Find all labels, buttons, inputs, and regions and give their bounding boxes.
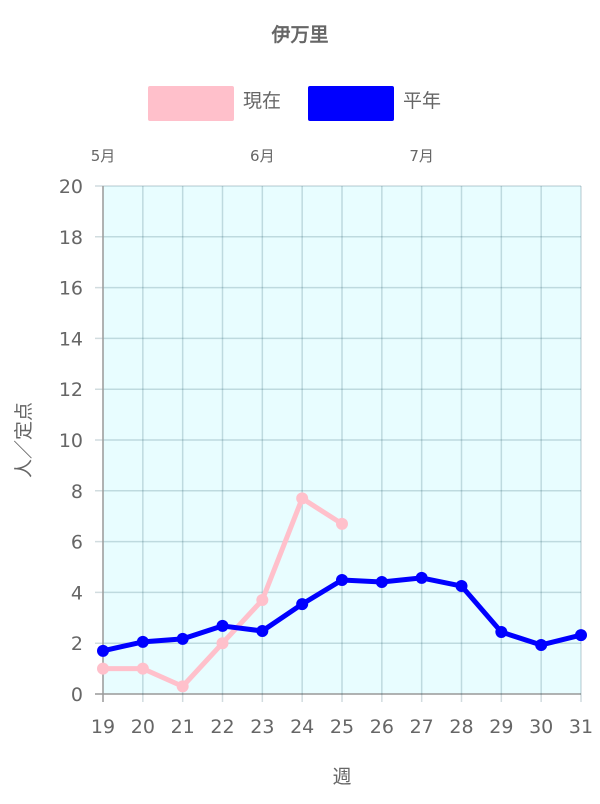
data-point [256,594,269,607]
y-tick-label: 20 [59,176,83,198]
y-tick-label: 4 [71,582,83,604]
x-tick-label: 20 [131,716,155,738]
month-label: 7月 [409,147,434,165]
series-lines [97,492,587,693]
data-point [136,662,149,675]
y-tick-label: 6 [71,532,83,554]
y-tick-label: 10 [59,430,83,452]
x-tick-label: 22 [210,716,234,738]
data-point [415,571,428,584]
x-tick-label: 19 [91,716,115,738]
month-label: 5月 [91,147,116,165]
data-point [535,638,548,651]
month-labels: 5月 6月 7月 [91,147,434,165]
data-point [495,626,508,639]
data-point [256,625,269,638]
plot-area [103,186,581,694]
x-tick-label: 28 [449,716,473,738]
y-tick-label: 12 [59,379,83,401]
legend-label-current: 現在 [243,90,281,112]
x-tick-label: 25 [330,716,354,738]
series-current [97,492,348,693]
y-tick-label: 14 [59,328,83,350]
y-tick-label: 18 [59,227,83,249]
x-tick-label: 29 [489,716,513,738]
legend-item-current[interactable]: 現在 [148,86,281,121]
data-point [216,619,229,632]
data-point [455,580,468,593]
series-normal [97,571,587,657]
data-point [575,629,587,642]
y-tick-label: 0 [71,684,83,706]
data-point [97,662,109,675]
y-tick-label: 2 [71,633,83,655]
y-tick-label: 16 [59,278,83,300]
x-tick-label: 24 [290,716,314,738]
x-tick-label: 21 [171,716,195,738]
data-point [176,680,189,693]
legend-swatch-normal [308,86,394,121]
x-axis-label: 週 [332,766,351,788]
data-point [375,575,388,588]
month-label: 6月 [250,147,275,165]
legend-swatch-current [148,86,234,121]
legend-item-normal[interactable]: 平年 [308,86,441,121]
data-point [336,573,348,586]
x-tick-label: 26 [370,716,394,738]
data-point [216,637,229,650]
y-axis-label: 人／定点 [13,402,35,478]
grid [95,185,582,702]
x-tick-label: 27 [410,716,434,738]
data-point [136,635,149,648]
data-point [336,517,348,530]
data-point [97,644,109,657]
data-point [296,492,309,505]
y-tick-label: 8 [71,481,83,503]
data-point [176,632,189,645]
data-point [296,598,309,611]
legend-label-normal: 平年 [403,90,441,112]
legend: 現在 平年 [148,86,441,121]
x-tick-label: 30 [529,716,553,738]
x-tick-label: 23 [250,716,274,738]
x-tick-label: 31 [569,716,593,738]
chart-title: 伊万里 [270,23,328,46]
